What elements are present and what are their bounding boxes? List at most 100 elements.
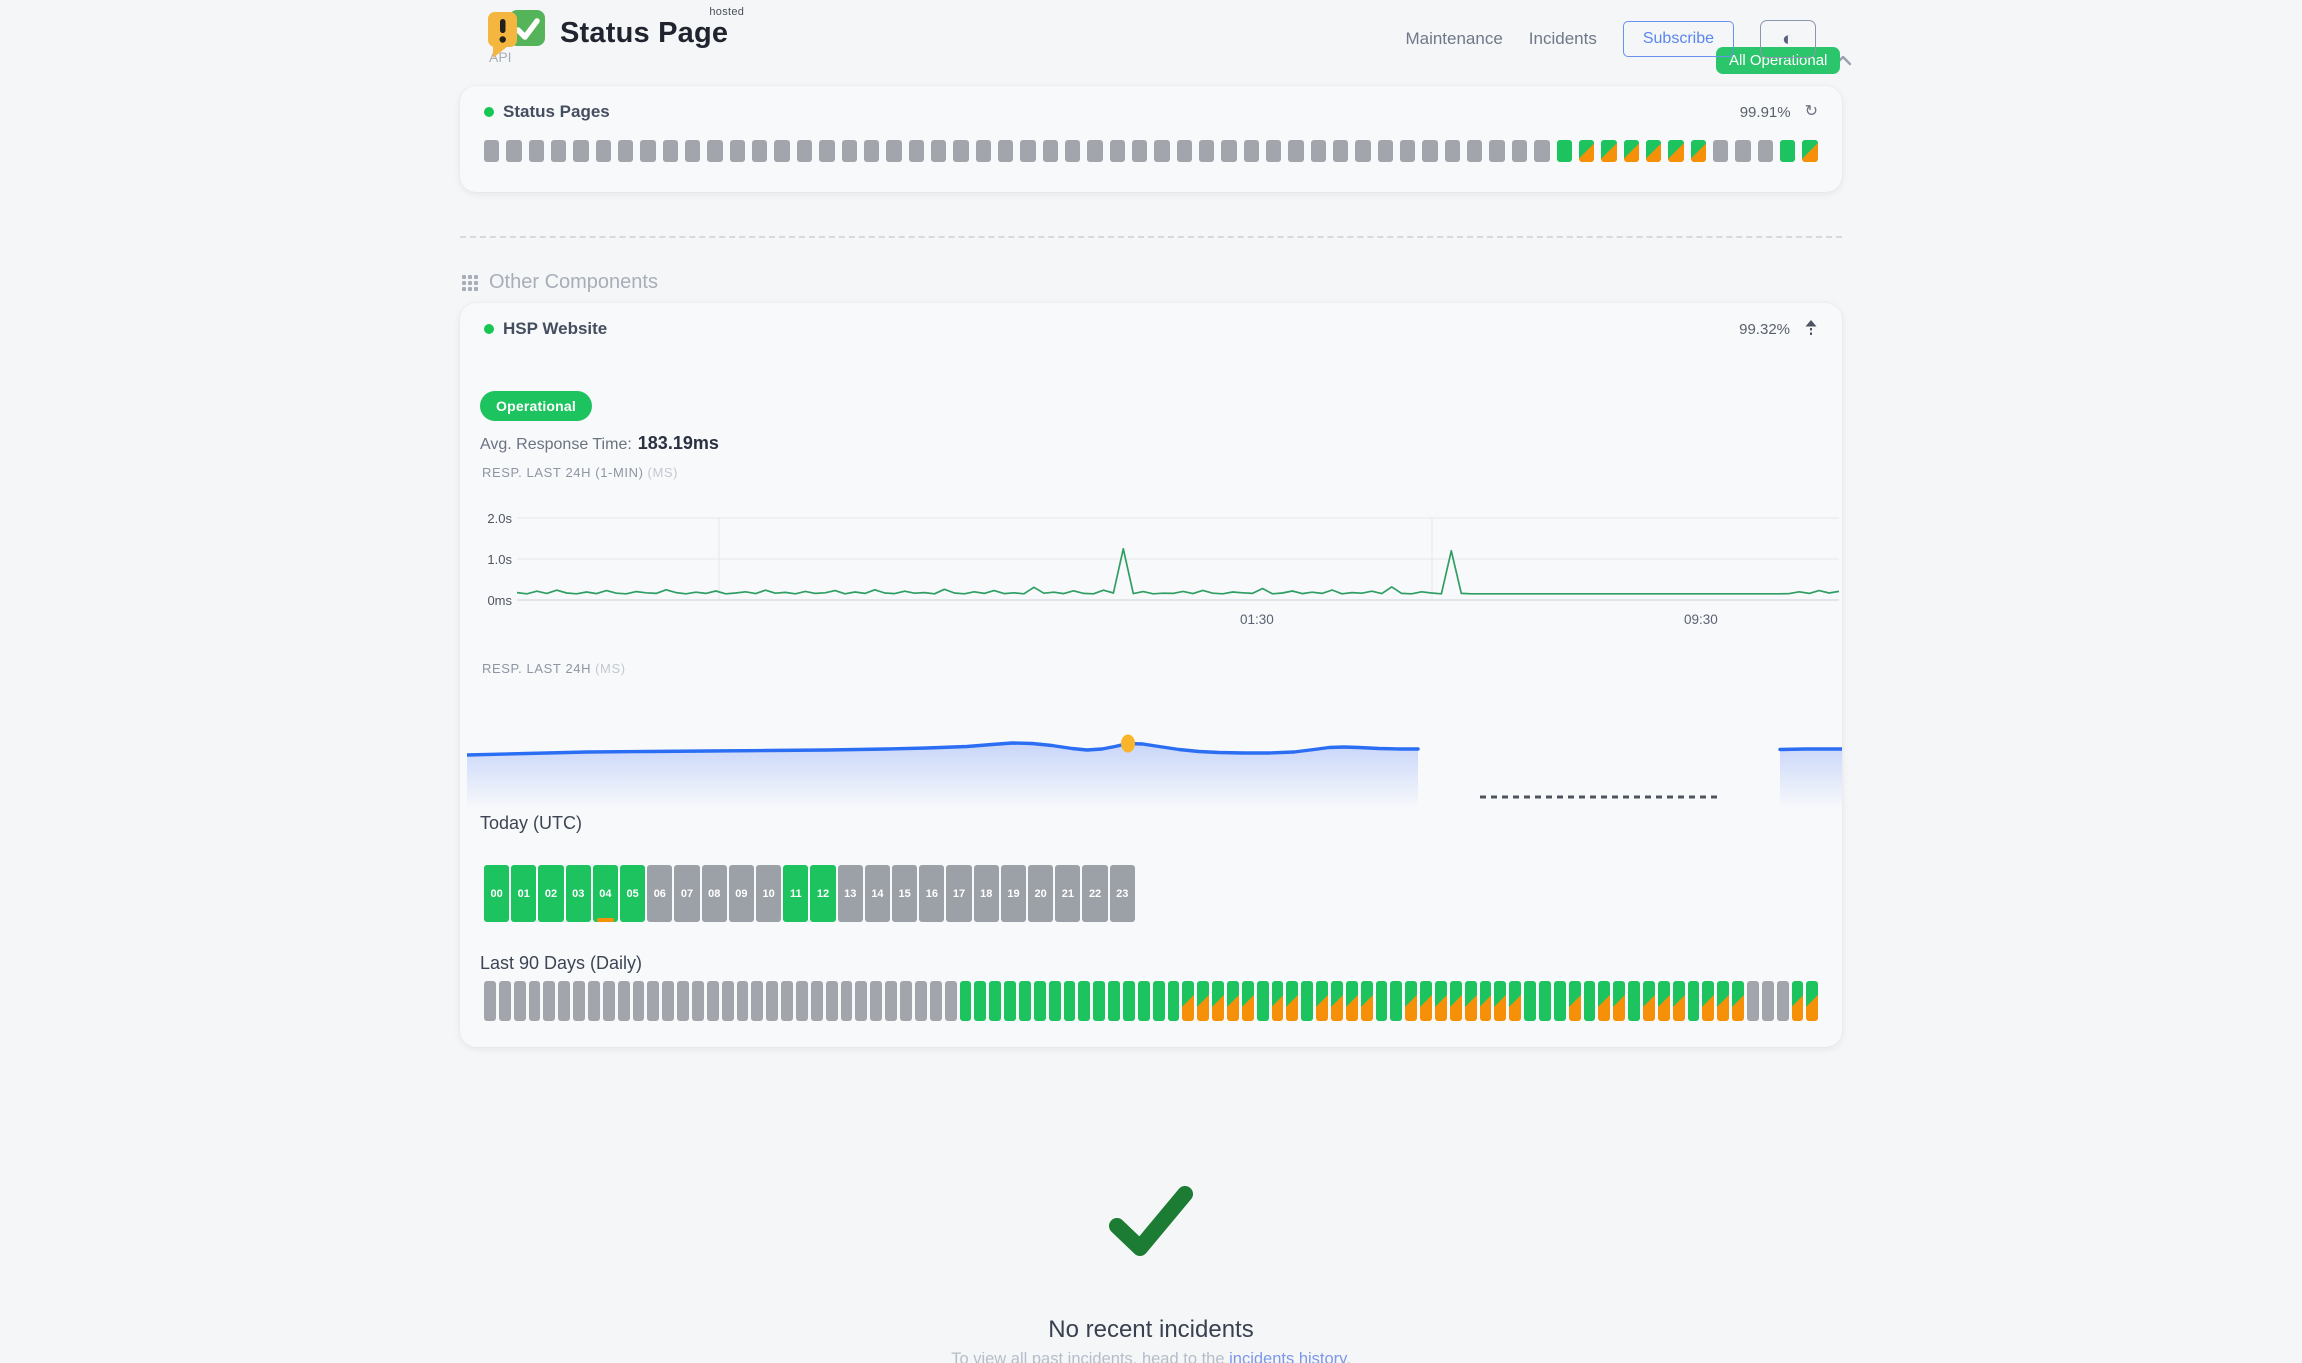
uptime-bar-none [685,140,701,162]
uptime-bar-degraded [1212,981,1224,1021]
uptime-bar-none [513,981,526,1021]
uptime-bar-degraded [1802,140,1818,162]
y-axis-tick: 0ms [487,593,512,608]
uptime-bar-degraded [1316,981,1328,1021]
uptime-bar-degraded [1717,981,1730,1021]
uptime-bar-up [1108,981,1120,1021]
refresh-icon[interactable]: ↻ [1804,103,1818,120]
avg-response-value: 183.19ms [637,433,719,453]
chart1-label: RESP. LAST 24H (1-MIN) (MS) [482,465,679,480]
uptime-bar-none [707,140,723,162]
hour-block-06: 06 [647,865,673,922]
uptime-bar-degraded [1286,981,1299,1021]
uptime-bar-none [1444,140,1461,162]
status-dot [484,107,494,117]
uptime-bar-none [855,981,868,1021]
uptime-bar-none [1761,981,1774,1021]
uptime-bar-up [1122,981,1135,1021]
uptime-bar-none [1310,140,1327,162]
uptime-bar-up [1556,140,1572,162]
theme-toggle-button[interactable]: ◐ [1760,20,1816,58]
nav-incidents[interactable]: Incidents [1528,29,1597,48]
uptime-bar-up [989,981,1002,1021]
uptime-bar-none [1511,140,1528,162]
hour-block-04: 04 [592,865,619,922]
uptime-bar-degraded [1420,981,1432,1021]
response-line-chart: 2.0s 1.0s 0ms 01:30 09:30 [484,511,1840,644]
section-header-other-components: Other Components [462,271,658,294]
uptime-bar-none [1422,140,1438,162]
x-axis-tick: 01:30 [1240,612,1274,627]
uptime-bar-none [914,981,927,1021]
uptime-bar-none [543,981,556,1021]
uptime-bar-none [1154,140,1170,162]
avg-response-label: Avg. Response Time: [480,436,632,453]
uptime-bar-up [1583,981,1596,1021]
uptime-bar-none [662,981,675,1021]
uptime-bar-none [1243,140,1260,162]
uptime-bar-none [781,981,794,1021]
hour-block-14: 14 [864,865,891,922]
uptime-bar-row [484,140,1818,162]
uptime-bar-none [1087,140,1103,162]
section-title: Other Components [489,271,658,293]
hour-block-19: 19 [1000,865,1027,922]
uptime-bar-degraded [1806,981,1819,1021]
uptime-bar-up [1301,981,1314,1021]
uptime-bar-none [618,140,634,162]
today-hour-blocks: 00 01 02 03 04 05 06 07 08 09 10 11 12 13 14 15 16 17 18 19… [484,865,1135,922]
uptime-bar-none [617,981,630,1021]
uptime-bar-none [825,981,838,1021]
uptime-bar-none [1735,140,1751,162]
uptime-bar-degraded [1623,140,1639,162]
uptime-bar-none [810,981,823,1021]
uptime-bar-degraded [1464,981,1477,1021]
uptime-bar-up [1779,140,1796,162]
uptime-bar-up [1553,981,1566,1021]
uptime-bar-none [885,981,898,1021]
uptime-bar-none [528,981,541,1021]
uptime-bar-none [1199,140,1215,162]
arrow-up-icon[interactable] [1804,320,1818,338]
nav-maintenance[interactable]: Maintenance [1405,29,1503,48]
uptime-bar-degraded [1578,140,1595,162]
hour-block-03: 03 [565,865,591,922]
subscribe-button[interactable]: Subscribe [1622,21,1734,57]
hour-block-00: 00 [484,865,510,922]
x-axis-tick: 09:30 [1684,612,1718,627]
uptime-bar-degraded [1449,981,1462,1021]
uptime-bar-up [1628,981,1641,1021]
uptime-bar-none [900,981,912,1021]
uptime-bar-none [1131,140,1148,162]
uptime-bar-none [1377,140,1394,162]
y-axis-tick: 1.0s [487,552,512,567]
uptime-bar-none [953,140,969,162]
uptime-bar-degraded [1226,981,1239,1021]
uptime-bar-none [863,140,880,162]
uptime-bar-up [1004,981,1016,1021]
component-row: HSP Website 99.32% [484,319,1818,339]
grid-icon [462,274,478,291]
card-status-pages: Status Pages 99.91% ↻ [460,86,1842,192]
overall-status-badge[interactable]: All Operational [1716,47,1841,74]
uptime-bar-none [506,140,522,162]
uptime-bar-up [1167,981,1180,1021]
uptime-bar-none [1288,140,1304,162]
hour-block-08: 08 [701,865,727,922]
uptime-bar-degraded [1598,981,1611,1021]
uptime-bar-degraded [1791,981,1804,1021]
uptime-bar-none [819,140,835,162]
uptime-bar-none [677,981,690,1021]
uptime-bar-none [692,981,704,1021]
half-circle-icon: ◐ [1782,28,1794,50]
uptime-bar-none [796,981,808,1021]
incidents-history-link[interactable]: incidents history [1229,1350,1347,1363]
section-divider [460,236,1842,238]
uptime-bar-up [1063,981,1076,1021]
uptime-bar-up [1093,981,1106,1021]
uptime-bar-none [766,981,779,1021]
uptime-bar-degraded [1643,981,1655,1021]
uptime-bar-degraded [1672,981,1685,1021]
uptime-bar-none [944,981,957,1021]
